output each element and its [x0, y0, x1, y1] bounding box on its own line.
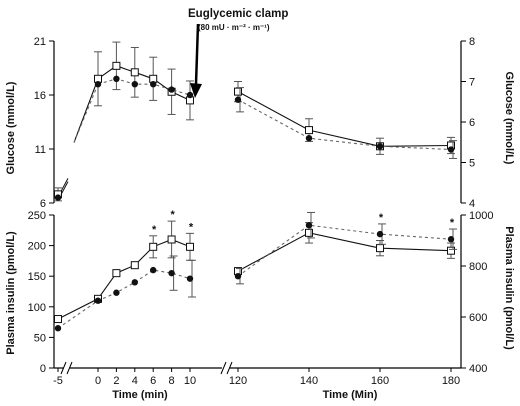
insulin-left-ytick-label: 50: [34, 332, 46, 344]
insulin-left-significance-star: *: [152, 224, 157, 236]
insulin-left-ytick-label: 100: [28, 302, 46, 314]
glucose-right-circle-marker: [305, 135, 313, 142]
insulin-right-significance-star: *: [379, 212, 384, 224]
x-tick-label: 180: [442, 375, 460, 387]
insulin-right-circle-marker: [234, 273, 242, 280]
insulin-right-ytick-label: 800: [469, 261, 487, 273]
insulin-left-ytick-label: 0: [40, 363, 46, 375]
glucose-left-ytick-label: 11: [35, 144, 46, 156]
x-tick-label: 4: [132, 375, 138, 387]
glucose-left-circle-marker: [186, 91, 194, 99]
glucose-right-ytick-label: 5: [469, 158, 475, 170]
glucose-right-circle-marker: [447, 146, 455, 153]
insulin-right-ytick-label: 400: [469, 363, 487, 375]
insulin-left-square-marker: [167, 235, 176, 244]
insulin-left-significance-star: *: [170, 209, 175, 221]
insulin-right-ytick-label: 1000: [469, 210, 493, 222]
glucose-left-ytick-label: 16: [34, 90, 46, 102]
insulin-left-significance-star: *: [189, 221, 194, 233]
x-tick-label: 8: [169, 375, 175, 387]
insulin-right-square-marker: [376, 244, 384, 253]
glucose-right-ytick-label: 7: [469, 77, 475, 89]
glucose-left-square-marker: [130, 68, 139, 77]
insulin-left-square-marker: [130, 261, 139, 270]
glucose-left-ytick-label: 6: [40, 198, 46, 210]
glucose-right-series-0-line: [237, 91, 452, 147]
glucose-right-ytick-label: 4: [469, 198, 475, 210]
glucose-left-circle-marker: [54, 194, 62, 201]
glucose-left-circle-marker: [150, 81, 157, 88]
insulin-left-ylabel: Plasma insulin (pmol/L): [5, 231, 17, 355]
insulin-right-significance-star: *: [450, 217, 455, 229]
glucose-right-circle-marker: [376, 143, 384, 150]
insulin-right-ytick-label: 600: [469, 312, 487, 324]
insulin-right-square-marker: [305, 228, 313, 237]
x-tick-label: -5: [53, 375, 63, 387]
insulin-left-ytick-label: 200: [28, 241, 46, 253]
glucose-left-circle-marker: [94, 81, 102, 88]
glucose-right-series-1-line: [237, 99, 452, 151]
x-tick-label: 6: [150, 375, 156, 387]
annotation: Euglycemic clamp (80 mU · m⁻² · m⁻¹): [188, 8, 288, 98]
glucose-left-series-1-lead: [73, 83, 99, 143]
insulin-left-square-marker: [54, 315, 62, 324]
x-axis-break-right: [220, 361, 233, 375]
glucose-left-circle-marker: [113, 75, 120, 83]
x-axis-label-right: Time (Min): [323, 389, 378, 401]
insulin-right-ylabel: Plasma insulin (pmol/L): [503, 226, 515, 350]
x-axis-label-left: Time (min): [112, 389, 168, 401]
insulin-left-series-0-line: [57, 238, 191, 320]
x-tick-label: 0: [95, 375, 101, 387]
x-axis-break-left: [60, 361, 73, 375]
insulin-left-circle-marker: [150, 266, 157, 274]
x-tick-label: 120: [229, 375, 247, 387]
insulin-left-square-marker: [186, 242, 194, 251]
insulin-left-circle-marker: [131, 279, 138, 286]
insulin-left-ytick-label: 250: [28, 210, 46, 222]
glucose-left-circle-marker: [131, 81, 138, 88]
insulin-right-series-0-line: [237, 232, 452, 272]
glucose-left-square-marker: [112, 61, 121, 70]
insulin-left-circle-marker: [54, 325, 62, 332]
glucose-left-circle-marker: [168, 86, 175, 93]
glucose-right-ytick-label: 6: [469, 117, 475, 129]
glucose-right-ylabel: Glucose (mmol/L): [503, 72, 515, 165]
glucose-right-circle-marker: [234, 96, 242, 103]
clamp-title: Euglycemic clamp: [188, 8, 288, 20]
insulin-left-series-1-line: [57, 269, 191, 329]
glucose-left-series-0-lead: [73, 78, 99, 143]
insulin-left-ytick-label: 150: [28, 271, 46, 283]
x-tick-label: 140: [300, 375, 318, 387]
x-tick-label: 10: [184, 375, 196, 387]
x-tick-label: 2: [113, 375, 119, 387]
glucose-right-ytick-label: 8: [469, 36, 475, 48]
glucose-right-square-marker: [234, 87, 242, 96]
insulin-right-circle-marker: [305, 222, 313, 229]
plot-area: 6111621456780501001502002504006008001000…: [5, 36, 515, 401]
x-tick-label: 160: [371, 375, 389, 387]
insulin-left-circle-marker: [168, 269, 175, 277]
glucose-left-break-stroke: [60, 178, 69, 192]
insulin-left-square-marker: [112, 269, 121, 278]
clamp-subtitle: (80 mU · m⁻² · m⁻¹): [198, 23, 270, 32]
insulin-right-square-marker: [447, 246, 455, 255]
clamp-arrow-shaft: [194, 23, 200, 85]
clamp-arrow-head: [190, 83, 202, 98]
insulin-right-circle-marker: [376, 230, 384, 238]
glucose-left-series-0-line: [97, 65, 191, 101]
insulin-left-square-marker: [149, 242, 158, 251]
insulin-right-circle-marker: [447, 236, 455, 243]
insulin-left-circle-marker: [113, 289, 120, 296]
glucose-right-square-marker: [305, 126, 313, 135]
glucose-left-ytick-label: 21: [34, 36, 46, 48]
glucose-left-break-stroke: [60, 181, 69, 195]
glucose-left-series-1-line: [97, 78, 191, 96]
insulin-left-circle-marker: [186, 275, 194, 282]
insulin-right-series-1-line: [237, 224, 452, 277]
glucose-left-ylabel: Glucose (mmol/L): [5, 81, 17, 174]
insulin-left-circle-marker: [94, 297, 102, 304]
